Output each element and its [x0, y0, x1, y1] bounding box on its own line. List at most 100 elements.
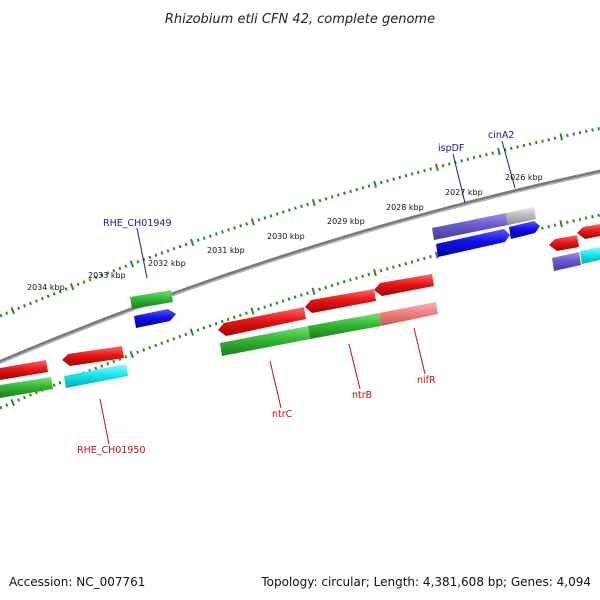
gene-feature-blue-ispdf[interactable]	[436, 229, 510, 257]
minor-tick-outer-94	[566, 133, 569, 138]
minor-tick-outer-81	[485, 152, 488, 157]
minor-tick-outer-57	[336, 193, 340, 197]
gene-feature-red-nifr[interactable]	[374, 274, 434, 296]
major-tick-outer-63	[373, 180, 378, 188]
minor-tick-inner-27	[154, 343, 158, 348]
gene-feature-red-ntrc[interactable]	[218, 307, 306, 336]
minor-tick-outer-28	[160, 251, 164, 255]
minor-tick-outer-11	[58, 289, 62, 294]
map-title: Rhizobium etli CFN 42, complete genome	[165, 12, 435, 27]
gene-features	[0, 207, 600, 398]
gene-feature-blue-cina2[interactable]	[509, 221, 540, 239]
gene-feature-red-right-b[interactable]	[577, 224, 600, 239]
gene-feature-purple-ispdf[interactable]	[432, 213, 508, 240]
minor-tick-outer-10	[52, 292, 56, 296]
gene-label-rhe01950[interactable]: RHE_CH01950	[77, 445, 146, 456]
major-tick-outer-33	[190, 238, 195, 247]
minor-tick-inner-90	[541, 226, 544, 230]
minor-tick-outer-44	[257, 218, 261, 222]
gene-label-ntrc[interactable]: ntrC	[272, 409, 293, 420]
minor-tick-outer-75	[447, 162, 451, 166]
minor-tick-outer-36	[208, 234, 212, 238]
minor-tick-inner-42	[245, 311, 248, 315]
minor-tick-outer-38	[220, 230, 224, 234]
minor-tick-outer-77	[460, 159, 463, 163]
minor-tick-outer-24	[136, 260, 140, 264]
minor-tick-outer-31	[178, 244, 182, 249]
gene-feature-red-right-a[interactable]	[549, 235, 579, 251]
minor-tick-outer-51	[300, 204, 303, 209]
gene-label-nifr[interactable]: nifR	[417, 375, 436, 386]
gene-feature-grey-ispdf[interactable]	[506, 207, 536, 225]
minor-tick-inner-4	[17, 398, 21, 402]
minor-tick-inner-68	[404, 261, 408, 266]
minor-tick-inner-24	[136, 350, 140, 354]
gene-feature-red-left-outer[interactable]	[0, 360, 48, 380]
kbp-label-2026: 2026 kbp	[505, 173, 543, 182]
minor-tick-inner-91	[547, 224, 550, 229]
gene-feature-cyan-rhe01950[interactable]	[64, 364, 128, 388]
major-tick-inner-63	[373, 268, 377, 277]
gene-feature-green-rhe01949[interactable]	[130, 290, 173, 309]
minor-tick-outer-64	[379, 180, 383, 185]
major-tick-inner-23	[129, 350, 134, 359]
minor-tick-inner-64	[379, 269, 383, 273]
minor-tick-outer-92	[553, 136, 557, 140]
minor-tick-inner-61	[361, 274, 365, 278]
minor-tick-inner-29	[166, 339, 170, 343]
minor-tick-inner-1	[0, 405, 3, 410]
gene-label-rhe01949[interactable]: RHE_CH01949	[103, 218, 172, 229]
gene-feature-purple-right[interactable]	[552, 252, 581, 271]
minor-tick-inner-34	[196, 328, 200, 332]
minor-tick-outer-35	[202, 236, 206, 240]
topology-text: Topology: circular; Length: 4,381,608 bp…	[260, 575, 591, 589]
kbp-label-2028: 2028 kbp	[386, 203, 424, 212]
major-tick-outer-53	[311, 198, 316, 207]
minor-tick-inner-52	[306, 291, 309, 295]
gene-label-ispdf[interactable]: ispDF	[438, 143, 464, 154]
gene-feature-green-ntrb[interactable]	[308, 313, 381, 339]
accession-text: Accession: NC_007761	[9, 575, 145, 589]
minor-tick-outer-40	[233, 226, 236, 230]
kbp-label-2031: 2031 kbp	[207, 246, 245, 255]
minor-tick-outer-18	[100, 273, 104, 277]
minor-tick-inner-98	[591, 214, 594, 219]
minor-tick-outer-30	[172, 246, 176, 251]
minor-tick-outer-54	[318, 198, 322, 203]
minor-tick-outer-66	[392, 177, 396, 181]
gene-feature-pink-nifr[interactable]	[379, 302, 438, 326]
kbp-label-2034: 2034 kbp	[27, 283, 65, 292]
gene-feature-blue-rhe01949[interactable]	[134, 309, 176, 328]
gene-label-cina2[interactable]: cinA2	[488, 130, 514, 141]
gene-feature-cyan-right[interactable]	[580, 247, 600, 264]
gene-feature-red-ntrb[interactable]	[305, 289, 376, 313]
minor-tick-outer-41	[239, 224, 243, 228]
minor-tick-outer-74	[441, 163, 445, 168]
minor-tick-inner-99	[597, 213, 600, 217]
minor-tick-inner-41	[238, 313, 242, 318]
minor-tick-outer-34	[196, 238, 200, 243]
gene-feature-green-left-outer[interactable]	[0, 377, 53, 398]
minor-tick-inner-48	[281, 299, 285, 303]
minor-tick-inner-10	[52, 383, 56, 387]
minor-tick-inner-32	[184, 332, 188, 337]
minor-tick-inner-35	[202, 326, 206, 330]
minor-tick-outer-87	[522, 143, 526, 148]
minor-tick-inner-62	[367, 272, 371, 277]
minor-tick-outer-72	[429, 167, 433, 171]
minor-tick-outer-78	[466, 157, 470, 161]
gene-feature-green-ntrc[interactable]	[220, 326, 310, 356]
minor-tick-inner-44	[257, 307, 261, 311]
major-tick-outer-13	[69, 283, 75, 291]
minor-tick-inner-65	[385, 267, 389, 271]
minor-tick-inner-46	[269, 303, 273, 307]
minor-tick-outer-58	[343, 191, 346, 195]
leader-cina2	[501, 140, 516, 189]
minor-tick-outer-6	[28, 301, 33, 306]
minor-tick-outer-99	[597, 126, 600, 131]
minor-tick-inner-57	[336, 281, 340, 286]
minor-tick-outer-45	[263, 216, 267, 220]
gene-feature-red-rhe-upper[interactable]	[62, 346, 124, 366]
gene-label-ntrb[interactable]: ntrB	[352, 390, 372, 401]
